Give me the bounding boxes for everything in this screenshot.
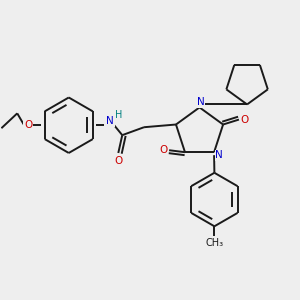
Text: O: O [159,145,167,155]
Text: O: O [24,120,32,130]
Text: CH₃: CH₃ [205,238,224,248]
Text: N: N [106,116,114,126]
Text: O: O [241,115,249,124]
Text: O: O [114,156,122,166]
Text: N: N [197,98,204,107]
Text: H: H [115,110,122,120]
Text: N: N [215,150,223,160]
